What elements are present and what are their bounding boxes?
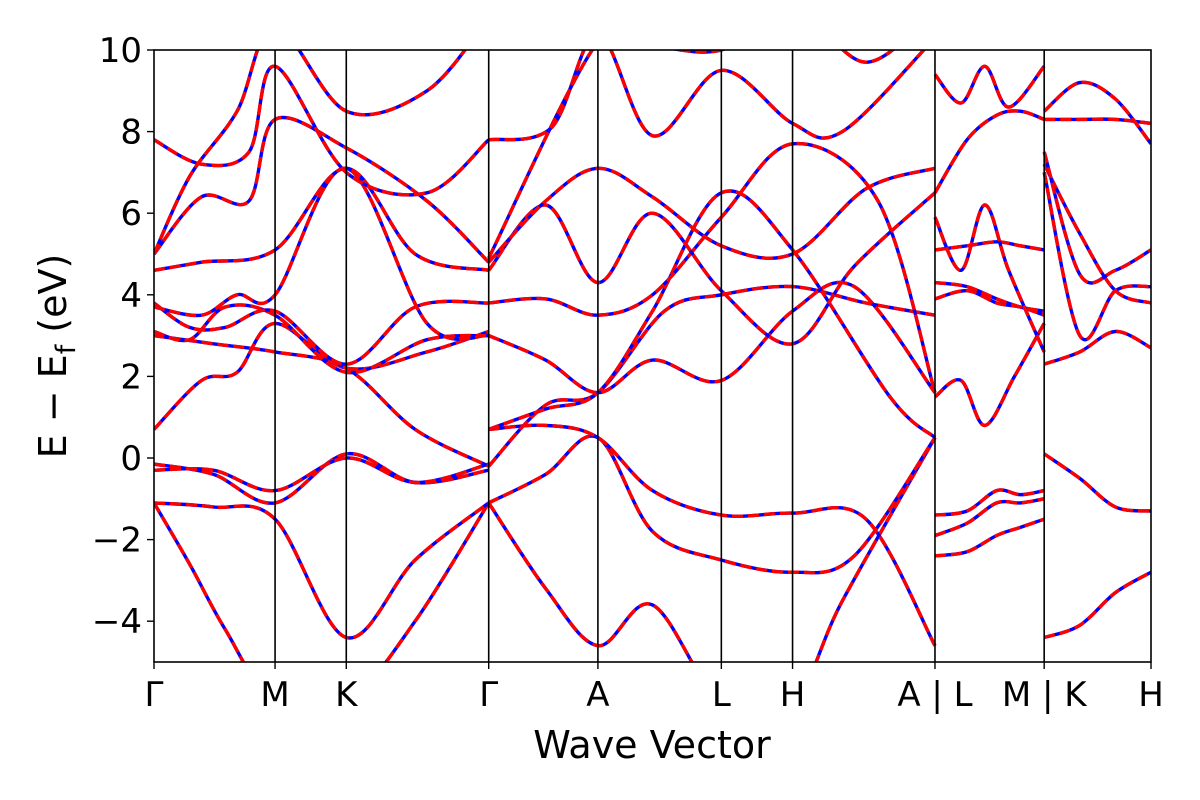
y-axis-title-subscript: f bbox=[51, 343, 82, 354]
band-line-red-0-6 bbox=[154, 303, 489, 375]
x-tick-label: L bbox=[712, 675, 731, 715]
x-tick-label: H bbox=[1138, 675, 1164, 715]
band-line-red-1-4 bbox=[488, 189, 937, 439]
band-line-red-1-0 bbox=[487, 436, 937, 662]
y-tick-label: 8 bbox=[120, 113, 142, 153]
band-line-red-0-5 bbox=[154, 333, 490, 468]
y-axis-title: E − Ef (eV) bbox=[31, 254, 82, 459]
band-line-red-1-1 bbox=[487, 434, 937, 575]
x-axis-ticks: Γ M K Γ A L H A | L M | K H bbox=[145, 662, 1164, 715]
y-tick-label: −2 bbox=[92, 521, 142, 561]
band-line-red-2-5 bbox=[934, 280, 1045, 313]
band-line-red-2-9 bbox=[933, 64, 1046, 109]
band-line-red-1-8 bbox=[487, 166, 936, 264]
band-line-red-3-6 bbox=[1043, 80, 1151, 145]
band-line-red-2-8 bbox=[933, 109, 1045, 194]
band-line-red-1-2 bbox=[488, 423, 937, 647]
band-line-red-1-7 bbox=[487, 191, 937, 346]
band-line-red-3-1 bbox=[1043, 452, 1151, 513]
y-tick-label: 0 bbox=[120, 439, 142, 479]
band-line-red-3-7 bbox=[1042, 172, 1151, 342]
y-tick-label: 2 bbox=[120, 357, 142, 397]
band-line-red-0-3 bbox=[154, 456, 490, 493]
band-line-red-0-8 bbox=[154, 166, 490, 341]
band-line-red-0-12 bbox=[154, 50, 468, 255]
band-line-red-0-9 bbox=[154, 166, 490, 272]
y-axis-title-prefix: E − E bbox=[31, 354, 75, 458]
x-tick-label: A | L bbox=[897, 675, 972, 715]
band-line-red-0-1 bbox=[154, 501, 490, 640]
band-line-red-2-2 bbox=[934, 497, 1045, 538]
band-line-red-0-11 bbox=[154, 64, 490, 197]
y-tick-label: 10 bbox=[99, 31, 142, 71]
x-axis-title: Wave Vector bbox=[533, 723, 771, 767]
y-tick-label: 6 bbox=[120, 194, 142, 234]
band-line-red-3-3 bbox=[1042, 163, 1151, 305]
band-line-red-0-4 bbox=[154, 321, 490, 431]
y-tick-label: 4 bbox=[120, 276, 142, 316]
y-tick-label: −4 bbox=[92, 602, 142, 642]
band-line-red-3-5 bbox=[1044, 117, 1151, 126]
x-tick-label: Γ bbox=[479, 675, 498, 715]
high-symmetry-lines bbox=[274, 50, 1045, 662]
band-line-red-2-6 bbox=[934, 240, 1045, 252]
band-line-red-2-7 bbox=[933, 203, 1046, 353]
plot-frame bbox=[153, 49, 1152, 663]
band-line-red-1-10 bbox=[487, 50, 896, 259]
band-line-red-0-0 bbox=[154, 501, 491, 662]
band-line-red-3-2 bbox=[1043, 329, 1151, 366]
band-line-red-2-3 bbox=[933, 322, 1046, 428]
x-tick-label: Γ bbox=[145, 675, 164, 715]
band-line-red-2-1 bbox=[934, 488, 1045, 517]
x-tick-label: K bbox=[335, 675, 359, 715]
x-tick-label: A bbox=[586, 675, 609, 715]
band-line-red-1-9 bbox=[488, 50, 926, 142]
band-line-red-3-0 bbox=[1043, 570, 1151, 640]
x-tick-label: M bbox=[260, 675, 289, 715]
band-line-red-1-3 bbox=[487, 284, 936, 468]
band-line-red-1-6 bbox=[488, 280, 937, 395]
band-line-blue-3-4 bbox=[1042, 151, 1151, 285]
band-lines bbox=[154, 50, 1151, 662]
band-line-red-2-0 bbox=[934, 517, 1045, 558]
y-axis-title-suffix: (eV) bbox=[31, 254, 75, 345]
x-tick-label: H bbox=[780, 675, 806, 715]
x-tick-label: M | K bbox=[1002, 675, 1088, 715]
y-axis-ticks: −4 −2 0 2 4 6 8 10 bbox=[92, 31, 154, 642]
